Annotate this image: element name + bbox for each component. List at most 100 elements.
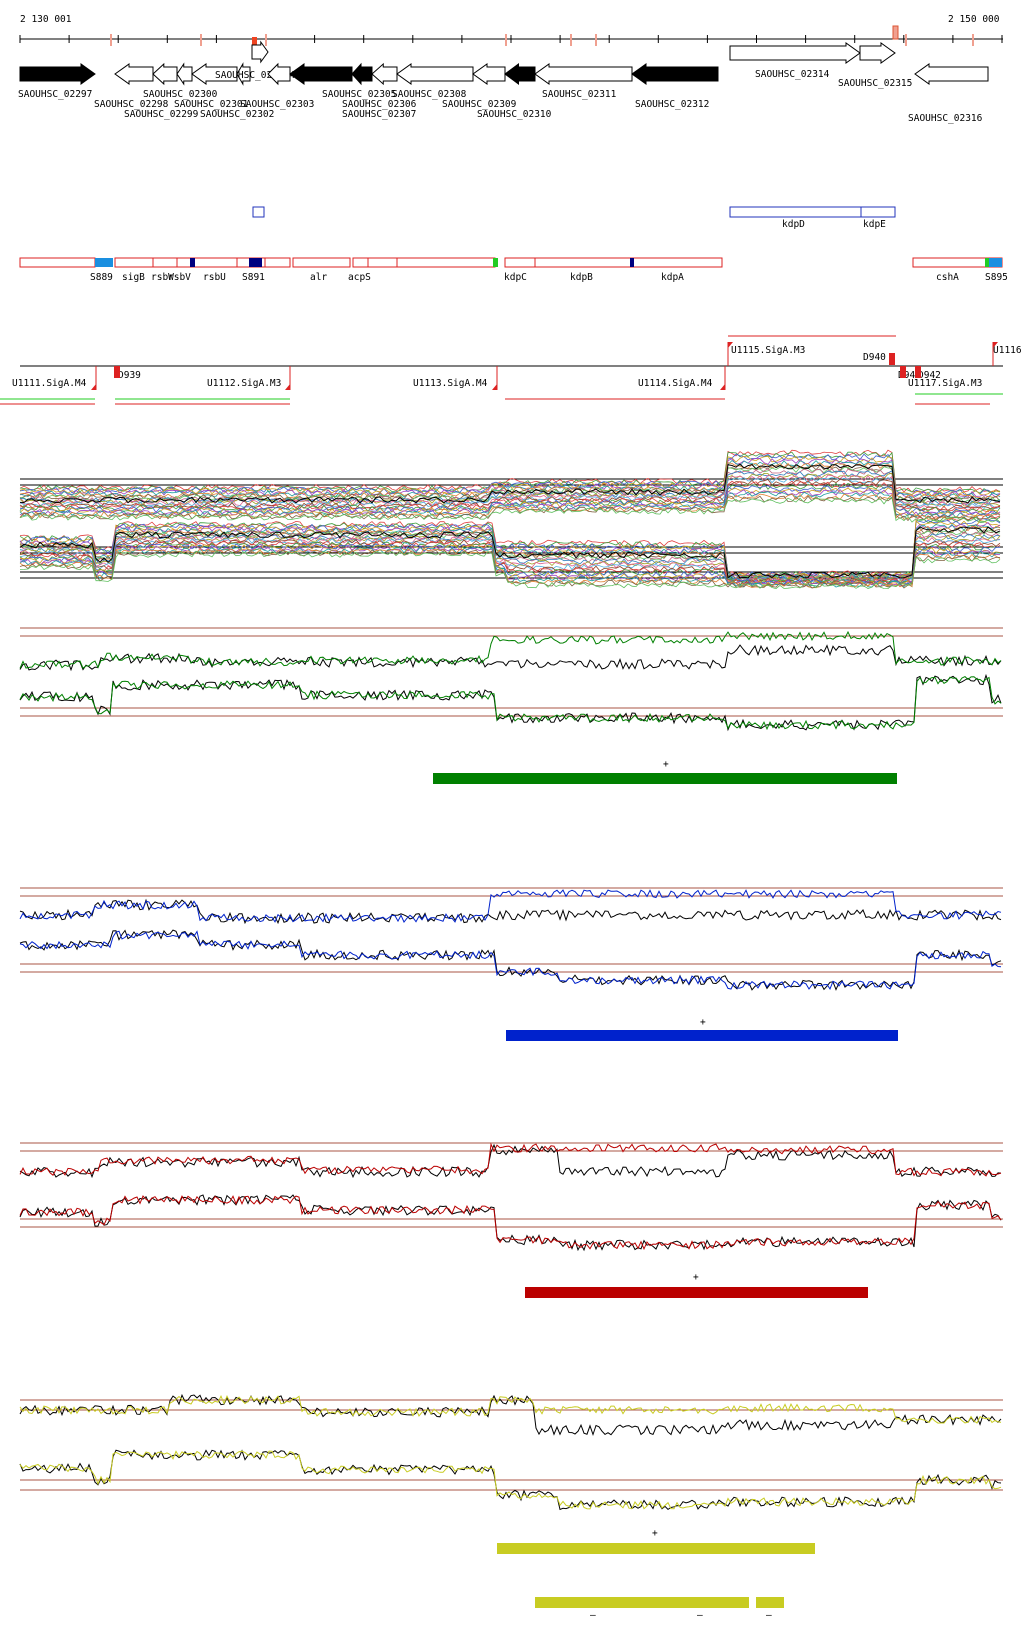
gene-arrow xyxy=(267,62,291,86)
gene-label: SAOUHSC_02301 xyxy=(174,99,249,110)
gene: SAOUHSC_02306 xyxy=(342,62,417,110)
gene-arrow xyxy=(152,62,178,86)
gene-label: SAOUHSC_02299 xyxy=(124,109,199,120)
condition-marker: + xyxy=(652,1528,658,1539)
gene: SAOUHSC_02316 xyxy=(908,63,989,124)
gene-arrow xyxy=(236,62,251,86)
gene-label: SAOUHSC_02316 xyxy=(908,113,983,124)
segment-box xyxy=(352,257,369,268)
segment-label: sigB xyxy=(122,272,145,283)
axis-highlight xyxy=(200,34,202,46)
promoter-label: U1113.SigA.M4 xyxy=(413,378,488,389)
operon-track: kdpD kdpE xyxy=(252,206,896,230)
overview-profile xyxy=(19,519,1001,579)
condition-track: + xyxy=(19,1142,1003,1298)
gene-arrow-filled xyxy=(19,63,96,85)
gene-label: SAOUHSC_02308 xyxy=(392,89,467,100)
gene: SAOUHSC_02312 xyxy=(631,63,719,110)
gene: SAOUHSC_02314 xyxy=(729,42,861,80)
condition-track: + xyxy=(19,627,1003,784)
gene-track: SAOUHSC_02297SAOUHSC_02298SAOUHSC_02299S… xyxy=(18,40,989,124)
promoter-label: U1117.SigA.M3 xyxy=(908,378,982,389)
promoter-label: D940 xyxy=(863,352,886,363)
segment-box xyxy=(114,257,154,268)
segment-label: S891 xyxy=(242,272,265,283)
profile-reference xyxy=(19,1393,1002,1437)
operon-box xyxy=(729,206,896,218)
condition-track: + xyxy=(19,887,1003,1041)
promoter-label: D941 xyxy=(898,370,921,381)
condition-marker: + xyxy=(663,759,669,770)
gene-arrow xyxy=(191,63,238,85)
gene-label: SAOUHSC_021894 xyxy=(215,70,295,81)
axis-highlight xyxy=(570,34,572,46)
gene-label: SAOUHSC_02311 xyxy=(542,89,617,100)
overview-profile xyxy=(19,491,1001,519)
gene: SAOUHSC_021894 xyxy=(215,40,295,81)
segment-box xyxy=(19,257,96,268)
promoter-label: U1111.SigA.M4 xyxy=(12,378,87,389)
gene: SAOUHSC_02303 xyxy=(240,62,314,110)
segment-box xyxy=(292,257,351,268)
axis-start-coordinate: 2 130 001 xyxy=(20,14,72,25)
axis-highlight xyxy=(905,34,907,46)
gene: SAOUHSC_02298 xyxy=(94,63,169,110)
gene-arrow xyxy=(534,63,633,85)
condition-tracks: + + + + – – – xyxy=(19,627,1003,1621)
gene-arrow-filled xyxy=(351,62,373,86)
gene-arrow-filled xyxy=(631,63,719,85)
segment-marker xyxy=(249,258,262,267)
gene-label: SAOUHSC_02309 xyxy=(442,99,517,110)
segment-label: kdpC xyxy=(504,272,527,283)
operon-label: kdpD xyxy=(782,219,805,230)
axis-highlight xyxy=(252,37,257,49)
overview-profile-reference xyxy=(19,526,1001,579)
segment-label: S889 xyxy=(90,272,113,283)
promoter-site xyxy=(114,366,120,378)
promoter-arrow xyxy=(492,384,497,390)
gene-arrow-filled xyxy=(504,63,536,85)
gene-arrow xyxy=(914,63,989,85)
axis-highlight xyxy=(972,34,974,46)
profile-reference xyxy=(19,644,1002,672)
profile-reference xyxy=(19,898,1002,925)
axis-ticks xyxy=(19,25,1003,49)
promoter-site xyxy=(889,353,895,365)
segment-box xyxy=(534,257,633,268)
gene: SAOUHSC_02301 xyxy=(174,63,249,110)
profile-reverse xyxy=(19,1195,1002,1251)
gene-arrow xyxy=(396,63,474,85)
segment-marker xyxy=(493,258,498,267)
gene-label: SAOUHSC_02314 xyxy=(755,69,830,80)
gene: SAOUHSC_02311 xyxy=(534,63,633,100)
bottom-segments: – – – xyxy=(535,1597,784,1621)
segment-marker xyxy=(95,258,113,267)
gene-arrow xyxy=(251,40,269,64)
profile-reference xyxy=(19,1194,1002,1252)
overview-profile xyxy=(19,539,1001,585)
condition-marker: + xyxy=(693,1272,699,1283)
axis-highlight xyxy=(265,34,267,46)
gene: SAOUHSC_02300 xyxy=(143,62,218,100)
segment-label: rsbV xyxy=(168,272,191,283)
segment-box xyxy=(176,257,193,268)
condition-marker: + xyxy=(700,1017,706,1028)
overview-profile xyxy=(19,550,1001,590)
segment-label: cshA xyxy=(936,272,959,283)
profile-forward xyxy=(19,889,1002,923)
gene-label: SAOUHSC_02307 xyxy=(342,109,416,120)
promoter-site xyxy=(900,366,906,378)
segment-box xyxy=(631,257,723,268)
axis-highlight xyxy=(595,34,597,46)
promoter-label: D942 xyxy=(918,370,941,381)
segment-box xyxy=(367,257,398,268)
gene: SAOUHSC_02315 xyxy=(838,42,912,89)
promoter-site xyxy=(915,366,921,378)
gene-arrow xyxy=(176,62,193,86)
axis-end-coordinate: 2 150 000 xyxy=(948,14,1000,25)
profile-reference xyxy=(19,673,1002,732)
gene-label: SAOUHSC_02312 xyxy=(635,99,709,110)
segment-label: alr xyxy=(310,272,327,283)
